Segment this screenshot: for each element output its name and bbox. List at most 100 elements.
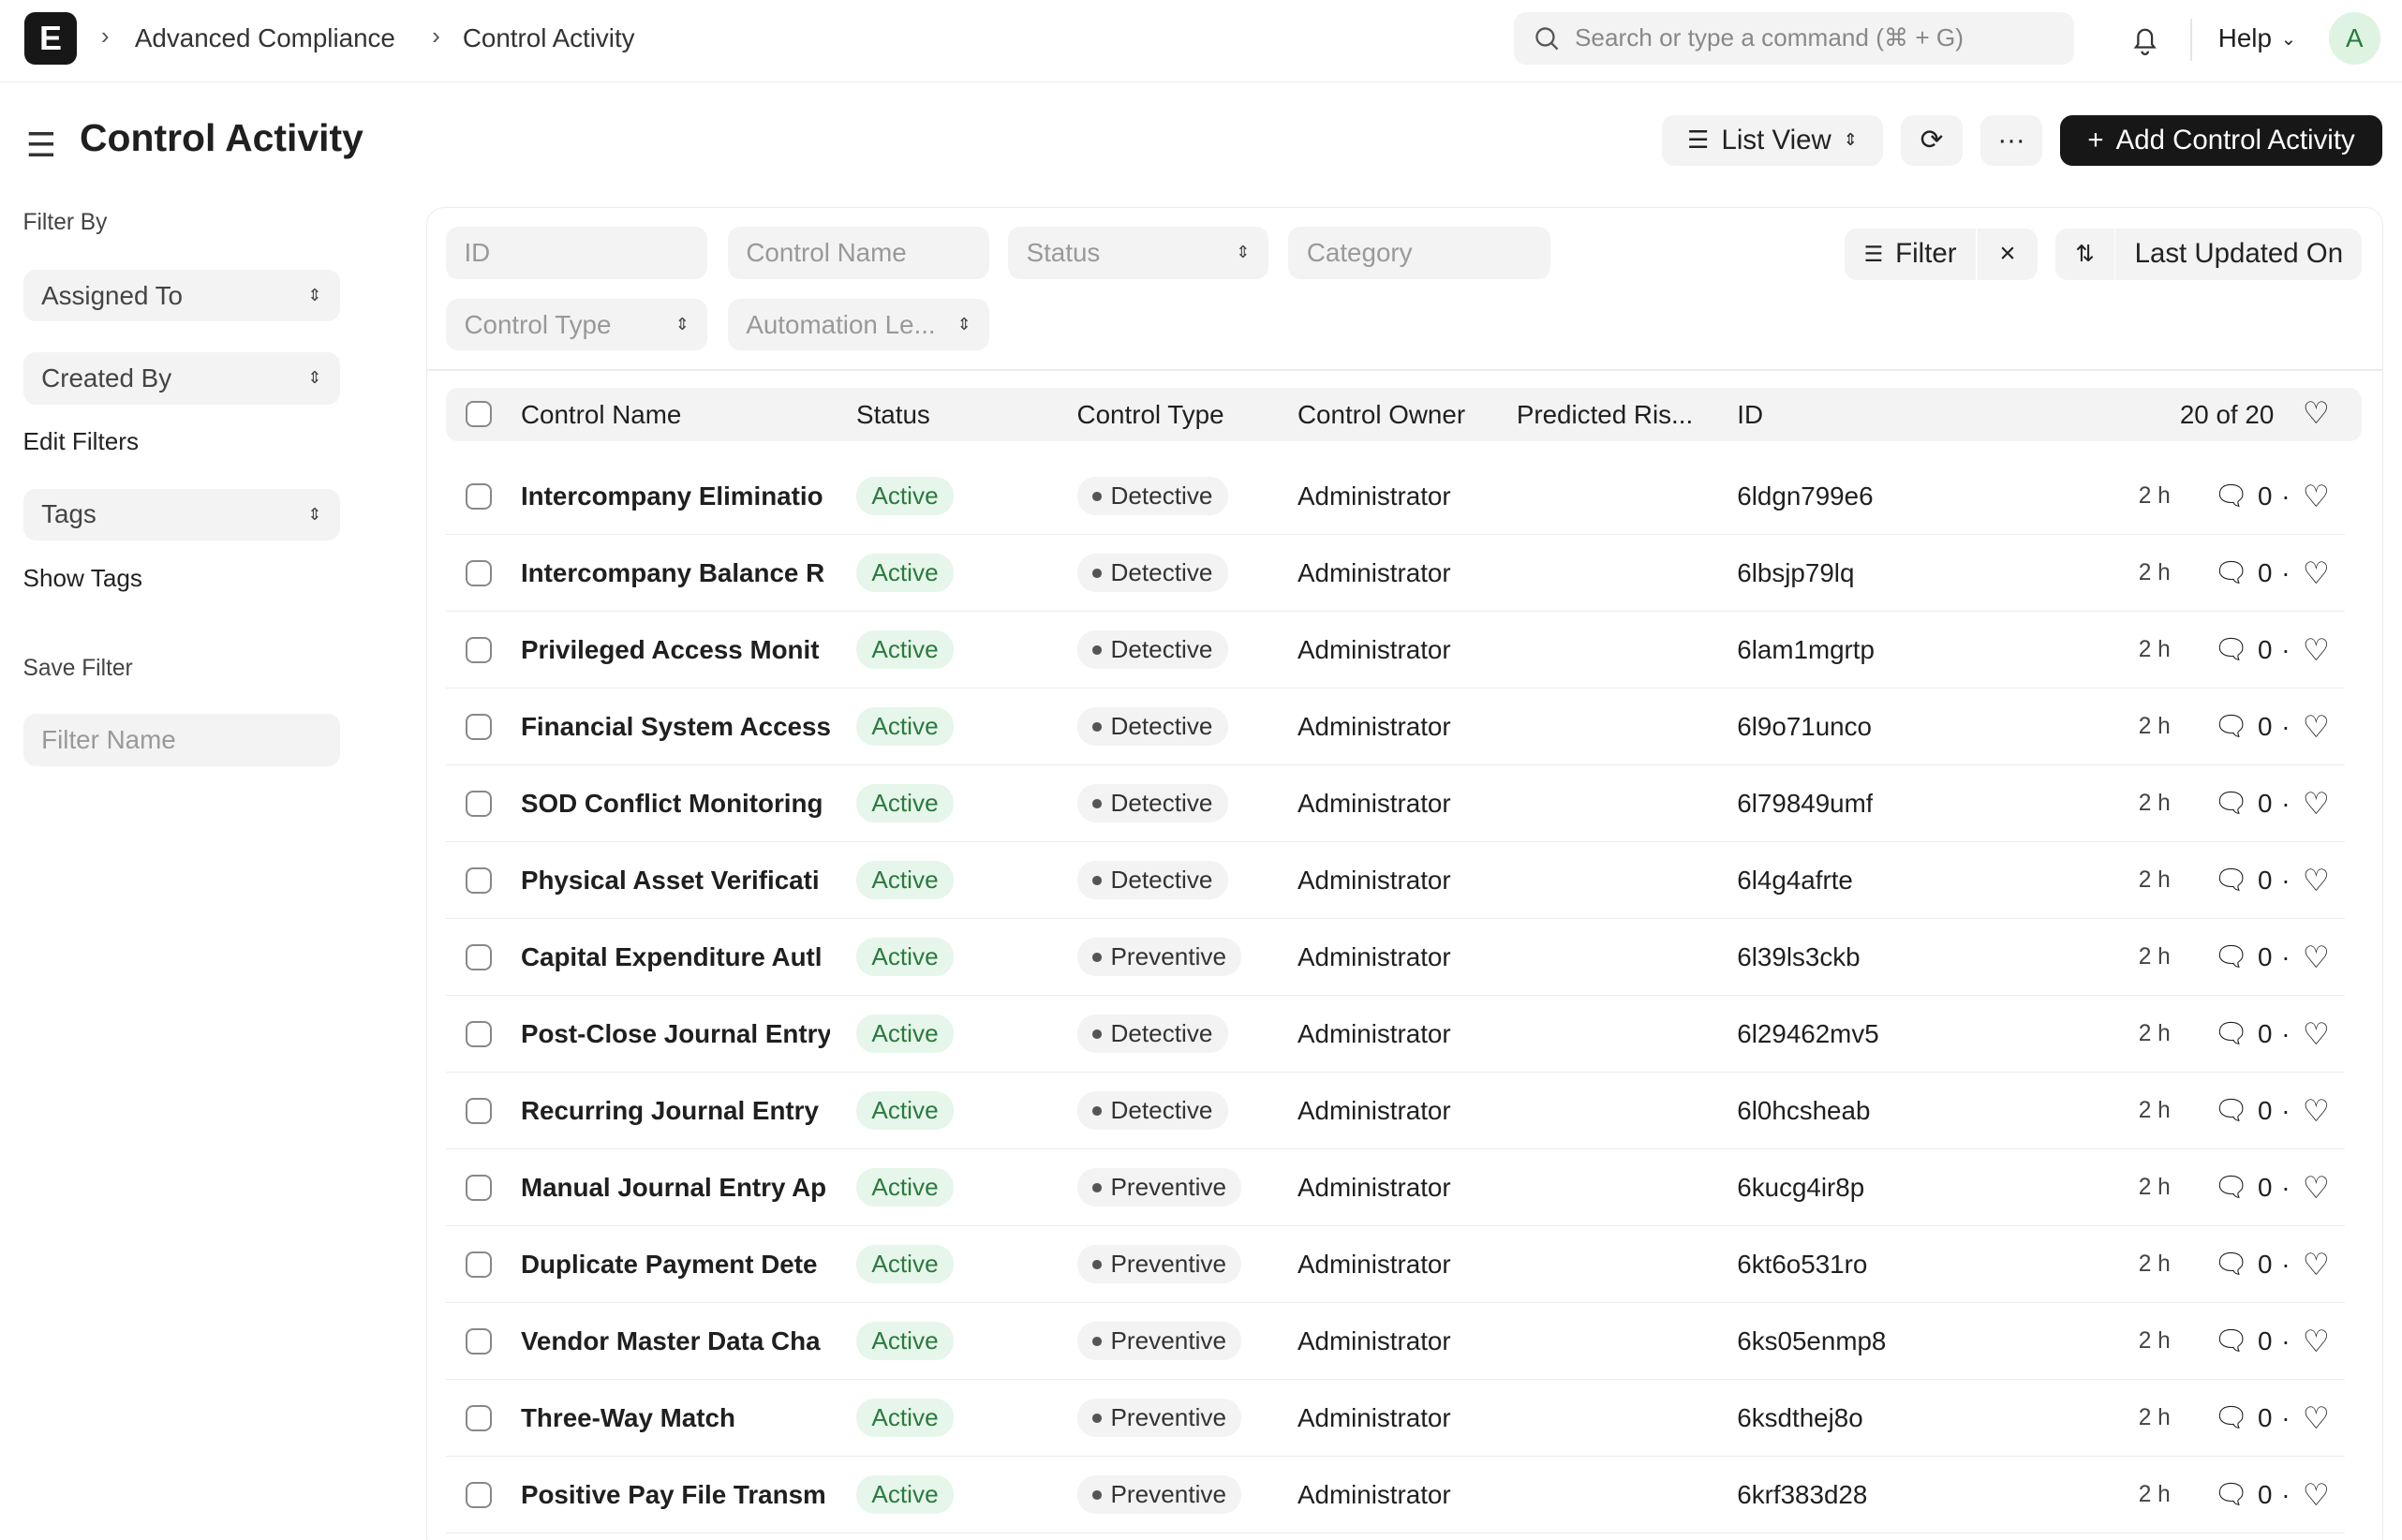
table-row[interactable]: Positive Pay File Transm Active Preventi… <box>445 1457 2346 1533</box>
control-name-link[interactable]: Capital Expenditure Autl <box>520 941 823 971</box>
hamburger-icon[interactable]: ☰ <box>25 126 57 165</box>
heart-icon[interactable]: ♡ <box>2302 478 2330 513</box>
row-checkbox[interactable] <box>466 1327 492 1355</box>
app-logo[interactable]: E <box>24 12 77 65</box>
comment-count[interactable]: 🗨︎ 0 · <box>2214 689 2291 765</box>
created-by-select[interactable]: Created By ⇕ <box>22 352 340 405</box>
row-checkbox[interactable] <box>466 943 492 970</box>
breadcrumb-control-activity[interactable]: Control Activity <box>462 22 635 52</box>
select-all-checkbox[interactable] <box>466 401 492 428</box>
automation-level-filter-select[interactable]: Automation Le... ⇕ <box>727 298 990 351</box>
comment-count[interactable]: 🗨︎ 0 · <box>2214 612 2291 689</box>
control-name-filter-input[interactable]: Control Name <box>727 227 990 279</box>
control-type-filter-select[interactable]: Control Type ⇕ <box>445 298 708 351</box>
row-checkbox[interactable] <box>466 1020 492 1047</box>
filter-name-input[interactable]: Filter Name <box>22 714 340 766</box>
heart-icon[interactable]: ♡ <box>2302 394 2330 430</box>
control-name-link[interactable]: SOD Conflict Monitoring <box>520 788 823 818</box>
assigned-to-select[interactable]: Assigned To ⇕ <box>22 269 340 322</box>
table-row[interactable]: Physical Asset Verificati Active Detecti… <box>445 842 2346 919</box>
comment-count[interactable]: 🗨︎ 0 · <box>2214 458 2291 535</box>
heart-icon[interactable]: ♡ <box>2302 555 2330 590</box>
clear-filter-button[interactable]: × <box>1978 228 2038 281</box>
heart-icon[interactable]: ♡ <box>2302 1169 2330 1205</box>
control-name-link[interactable]: Positive Pay File Transm <box>520 1479 826 1509</box>
comment-count[interactable]: 🗨︎ 0 · <box>2214 1226 2291 1303</box>
column-status[interactable]: Status <box>856 399 930 429</box>
heart-icon[interactable]: ♡ <box>2302 1092 2330 1128</box>
table-row[interactable]: Intercompany Balance R Active Detective … <box>445 535 2346 612</box>
comment-count[interactable]: 🗨︎ 0 · <box>2214 1073 2291 1149</box>
table-row[interactable]: Three-Way Match Active Preventive Admini… <box>445 1380 2346 1457</box>
comment-count[interactable]: 🗨︎ 0 · <box>2214 535 2291 612</box>
table-row[interactable]: Privileged Access Monit Active Detective… <box>445 612 2346 689</box>
heart-icon[interactable]: ♡ <box>2302 1476 2330 1512</box>
column-predicted-risk[interactable]: Predicted Ris... <box>1516 399 1694 429</box>
row-checkbox[interactable] <box>466 636 492 663</box>
row-checkbox[interactable] <box>466 482 492 510</box>
row-checkbox[interactable] <box>466 790 492 817</box>
bell-icon[interactable] <box>2131 24 2158 55</box>
comment-count[interactable]: 🗨︎ 0 · <box>2214 765 2291 842</box>
row-checkbox[interactable] <box>466 1481 492 1508</box>
control-name-link[interactable]: Duplicate Payment Dete <box>520 1249 818 1279</box>
table-row[interactable]: Manual Journal Entry Ap Active Preventiv… <box>445 1149 2346 1226</box>
comment-count[interactable]: 🗨︎ 0 · <box>2214 1457 2291 1533</box>
control-name-link[interactable]: Vendor Master Data Cha <box>520 1325 821 1355</box>
id-filter-input[interactable]: ID <box>445 227 708 279</box>
row-checkbox[interactable] <box>466 1404 492 1431</box>
filter-button[interactable]: ☰ Filter <box>1844 228 1977 281</box>
comment-count[interactable]: 🗨︎ 0 · <box>2214 842 2291 919</box>
comment-count[interactable]: 🗨︎ 0 · <box>2214 1303 2291 1380</box>
control-name-link[interactable]: Post-Close Journal Entry <box>520 1018 831 1048</box>
sort-direction-button[interactable]: ⇅ <box>2055 228 2114 281</box>
category-filter-input[interactable]: Category <box>1288 227 1550 279</box>
heart-icon[interactable]: ♡ <box>2302 1323 2330 1358</box>
row-checkbox[interactable] <box>466 1174 492 1201</box>
row-checkbox[interactable] <box>466 866 492 894</box>
add-control-activity-button[interactable]: + Add Control Activity <box>2060 114 2382 166</box>
edit-filters-link[interactable]: Edit Filters <box>22 427 140 456</box>
status-filter-select[interactable]: Status ⇕ <box>1007 227 1268 279</box>
search-input[interactable]: Search or type a command (⌘ + G) <box>1513 12 2075 65</box>
table-row[interactable]: SOD Conflict Monitoring Active Detective… <box>445 765 2346 842</box>
comment-count[interactable]: 🗨︎ 0 · <box>2214 919 2291 996</box>
heart-icon[interactable]: ♡ <box>2302 708 2330 744</box>
heart-icon[interactable]: ♡ <box>2302 631 2330 667</box>
control-name-link[interactable]: Financial System Access <box>520 711 831 741</box>
column-control-type[interactable]: Control Type <box>1076 399 1224 429</box>
control-name-link[interactable]: Physical Asset Verificati <box>520 865 820 895</box>
control-name-link[interactable]: Intercompany Eliminatio <box>520 481 823 511</box>
table-row[interactable]: Vendor Master Data Cha Active Preventive… <box>445 1303 2346 1380</box>
help-menu[interactable]: Help ⌄ <box>2218 23 2296 57</box>
column-control-owner[interactable]: Control Owner <box>1297 399 1466 429</box>
refresh-button[interactable]: ⟳ <box>1901 114 1963 166</box>
row-checkbox[interactable] <box>466 1251 492 1278</box>
column-id[interactable]: ID <box>1737 399 1764 429</box>
table-row[interactable]: Duplicate Payment Dete Active Preventive… <box>445 1226 2346 1303</box>
row-checkbox[interactable] <box>466 559 492 586</box>
heart-icon[interactable]: ♡ <box>2302 1015 2330 1051</box>
control-name-link[interactable]: Manual Journal Entry Ap <box>520 1172 827 1202</box>
heart-icon[interactable]: ♡ <box>2302 862 2330 897</box>
control-name-link[interactable]: Recurring Journal Entry <box>520 1095 819 1125</box>
heart-icon[interactable]: ♡ <box>2302 939 2330 974</box>
more-button[interactable]: ··· <box>1980 114 2042 166</box>
control-name-link[interactable]: Intercompany Balance R <box>520 557 825 587</box>
table-row[interactable]: Recurring Journal Entry Active Detective… <box>445 1073 2346 1149</box>
heart-icon[interactable]: ♡ <box>2302 1246 2330 1281</box>
heart-icon[interactable]: ♡ <box>2302 785 2330 821</box>
list-view-select[interactable]: ☰ List View ⇕ <box>1662 114 1883 166</box>
show-tags-link[interactable]: Show Tags <box>22 563 142 592</box>
control-name-link[interactable]: Three-Way Match <box>520 1402 735 1432</box>
breadcrumb-advanced-compliance[interactable]: Advanced Compliance <box>134 22 395 52</box>
heart-icon[interactable]: ♡ <box>2302 1399 2330 1435</box>
table-row[interactable]: Intercompany Eliminatio Active Detective… <box>445 458 2346 535</box>
comment-count[interactable]: 🗨︎ 0 · <box>2214 1380 2291 1457</box>
column-control-name[interactable]: Control Name <box>520 399 682 429</box>
table-row[interactable]: Post-Close Journal Entry Active Detectiv… <box>445 996 2346 1073</box>
row-checkbox[interactable] <box>466 713 492 740</box>
avatar[interactable]: A <box>2328 12 2381 65</box>
row-checkbox[interactable] <box>466 1097 492 1124</box>
comment-count[interactable]: 🗨︎ 0 · <box>2214 996 2291 1073</box>
